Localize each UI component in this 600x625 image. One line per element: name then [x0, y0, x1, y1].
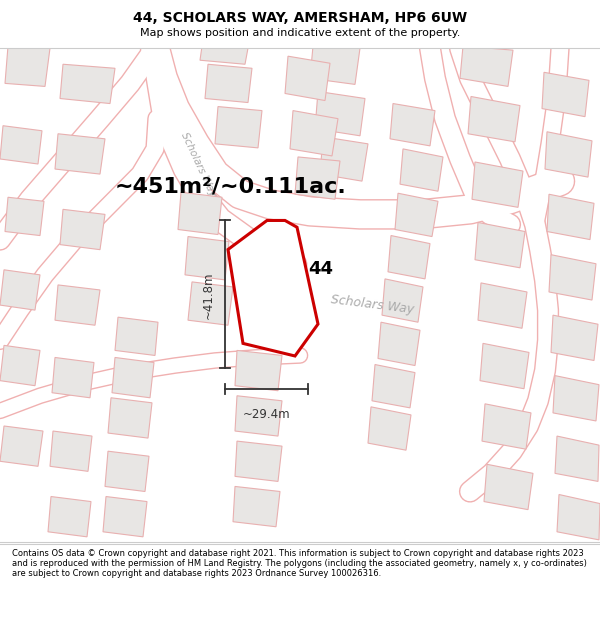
Polygon shape: [188, 282, 233, 325]
Polygon shape: [545, 132, 592, 177]
Text: Scholars Way: Scholars Way: [330, 293, 415, 316]
Polygon shape: [205, 64, 252, 102]
Polygon shape: [320, 137, 368, 181]
Polygon shape: [60, 209, 105, 249]
Polygon shape: [557, 494, 600, 540]
Polygon shape: [555, 436, 599, 481]
Polygon shape: [108, 398, 152, 438]
Polygon shape: [290, 111, 338, 156]
Polygon shape: [480, 343, 529, 389]
Polygon shape: [0, 126, 42, 164]
Polygon shape: [0, 346, 40, 386]
Polygon shape: [475, 222, 525, 268]
Polygon shape: [482, 404, 531, 449]
Text: ~41.8m: ~41.8m: [202, 271, 215, 319]
Polygon shape: [52, 357, 94, 398]
Polygon shape: [368, 407, 411, 450]
Polygon shape: [60, 64, 115, 104]
Polygon shape: [105, 451, 149, 491]
Polygon shape: [235, 396, 282, 436]
Polygon shape: [103, 496, 147, 537]
Polygon shape: [390, 104, 435, 146]
Polygon shape: [372, 364, 415, 408]
Polygon shape: [542, 72, 589, 117]
Polygon shape: [395, 193, 438, 236]
Text: Map shows position and indicative extent of the property.: Map shows position and indicative extent…: [140, 28, 460, 38]
Polygon shape: [215, 107, 262, 148]
Text: Scholars Way: Scholars Way: [179, 131, 217, 198]
Polygon shape: [460, 46, 513, 86]
Polygon shape: [233, 486, 280, 527]
Polygon shape: [478, 283, 527, 328]
Polygon shape: [235, 441, 282, 481]
Polygon shape: [472, 162, 523, 208]
Polygon shape: [50, 431, 92, 471]
Polygon shape: [295, 157, 340, 199]
Polygon shape: [400, 149, 443, 191]
Polygon shape: [378, 322, 420, 366]
Polygon shape: [0, 270, 40, 310]
Text: Contains OS data © Crown copyright and database right 2021. This information is : Contains OS data © Crown copyright and d…: [12, 549, 587, 578]
Polygon shape: [178, 192, 222, 234]
Polygon shape: [0, 426, 43, 466]
Polygon shape: [484, 464, 533, 509]
Polygon shape: [310, 46, 360, 84]
Polygon shape: [115, 317, 158, 356]
Polygon shape: [285, 56, 330, 101]
Polygon shape: [112, 357, 154, 398]
Text: 44: 44: [308, 260, 333, 278]
Text: 44, SCHOLARS WAY, AMERSHAM, HP6 6UW: 44, SCHOLARS WAY, AMERSHAM, HP6 6UW: [133, 11, 467, 24]
Polygon shape: [185, 236, 229, 280]
Polygon shape: [547, 194, 594, 239]
Polygon shape: [553, 376, 599, 421]
Polygon shape: [200, 46, 248, 64]
Polygon shape: [5, 46, 50, 86]
Polygon shape: [388, 236, 430, 279]
Polygon shape: [48, 496, 91, 537]
Polygon shape: [55, 285, 100, 325]
Polygon shape: [5, 198, 44, 236]
Polygon shape: [551, 315, 598, 361]
Polygon shape: [468, 96, 520, 142]
Polygon shape: [315, 91, 365, 136]
Polygon shape: [228, 221, 318, 356]
Polygon shape: [549, 255, 596, 300]
Text: ~451m²/~0.111ac.: ~451m²/~0.111ac.: [115, 177, 347, 197]
Polygon shape: [55, 134, 105, 174]
Polygon shape: [235, 351, 282, 391]
Polygon shape: [382, 279, 423, 322]
Text: ~29.4m: ~29.4m: [242, 408, 290, 421]
